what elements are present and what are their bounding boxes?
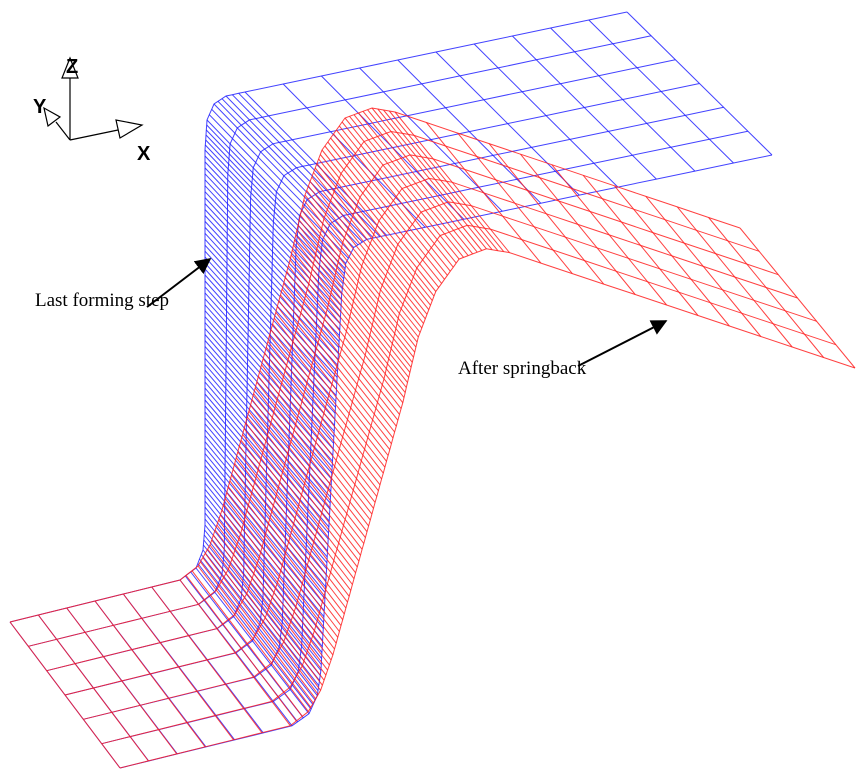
mesh-line <box>180 580 290 726</box>
mesh-line <box>436 52 579 195</box>
mesh-line <box>38 615 148 761</box>
mesh-line <box>303 205 416 347</box>
mesh-line <box>83 107 723 719</box>
annotation: After springback <box>458 358 587 379</box>
mesh-line <box>552 165 667 305</box>
mesh-line <box>336 130 450 271</box>
mesh-line <box>512 36 656 179</box>
mesh-line <box>589 20 734 163</box>
scene: Z Y X Last forming step After springback <box>0 0 856 771</box>
mesh-line <box>583 175 698 315</box>
mesh-line <box>677 207 792 347</box>
mesh-line <box>10 622 120 768</box>
axis-triad <box>44 58 142 140</box>
mesh-line <box>218 101 358 245</box>
arrow <box>578 321 666 366</box>
mesh-line <box>615 186 730 326</box>
mesh-line <box>426 123 541 264</box>
mesh-line <box>291 255 404 398</box>
axis-label-z: Z <box>66 56 78 78</box>
mesh-line <box>65 84 700 696</box>
axis-label-x: X <box>137 143 151 165</box>
axis-label-y: Y <box>33 96 47 118</box>
mesh-line <box>200 559 314 705</box>
mesh-line <box>740 228 855 368</box>
mesh-line <box>67 608 177 754</box>
mesh-line <box>627 12 772 155</box>
mesh-line <box>474 44 618 187</box>
mesh-line <box>521 154 636 294</box>
mesh-line <box>102 131 748 744</box>
mesh-line <box>312 177 426 319</box>
mesh-line <box>95 601 205 747</box>
mesh-line <box>709 218 824 358</box>
mesh-line <box>646 196 761 336</box>
mesh-line <box>458 133 573 274</box>
mesh-line <box>389 111 503 252</box>
mesh-line <box>551 28 695 171</box>
mesh-line <box>152 587 262 733</box>
annotation: Last forming step <box>35 290 169 311</box>
mesh-line <box>368 110 482 251</box>
